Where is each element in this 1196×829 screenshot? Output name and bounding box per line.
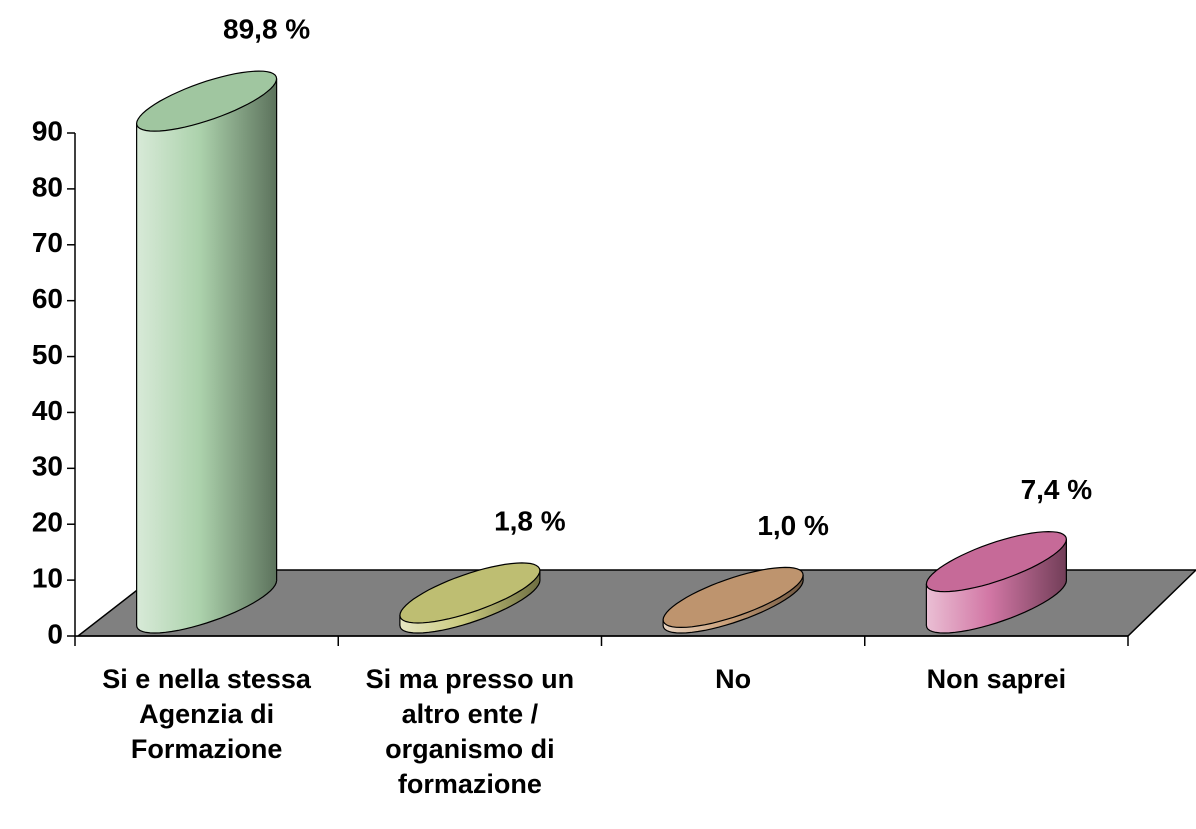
- y-tick-label: 60: [32, 283, 63, 314]
- bar: [135, 70, 278, 634]
- x-tick-label: Si ma presso un altro ente / organismo d…: [365, 664, 575, 799]
- x-tick-label: Si e nella stessa Agenzia di Formazione: [102, 664, 311, 764]
- bar: [399, 562, 541, 634]
- value-label: 89,8 %: [223, 14, 310, 45]
- y-tick-label: 0: [47, 618, 63, 649]
- y-tick-label: 70: [32, 227, 63, 258]
- value-label: 7,4 %: [1021, 474, 1093, 505]
- y-tick-label: 30: [32, 451, 63, 482]
- bar: [662, 566, 804, 634]
- value-label: 1,8 %: [494, 505, 566, 536]
- bar: [925, 530, 1068, 634]
- y-tick-label: 10: [32, 563, 63, 594]
- y-tick-label: 50: [32, 339, 63, 370]
- y-tick-label: 40: [32, 395, 63, 426]
- x-tick-label: Non saprei: [926, 664, 1067, 694]
- y-tick-label: 80: [32, 171, 63, 202]
- value-label: 1,0 %: [757, 510, 829, 541]
- y-tick-label: 20: [32, 507, 63, 538]
- y-tick-label: 90: [32, 115, 63, 146]
- x-tick-label: No: [715, 664, 752, 694]
